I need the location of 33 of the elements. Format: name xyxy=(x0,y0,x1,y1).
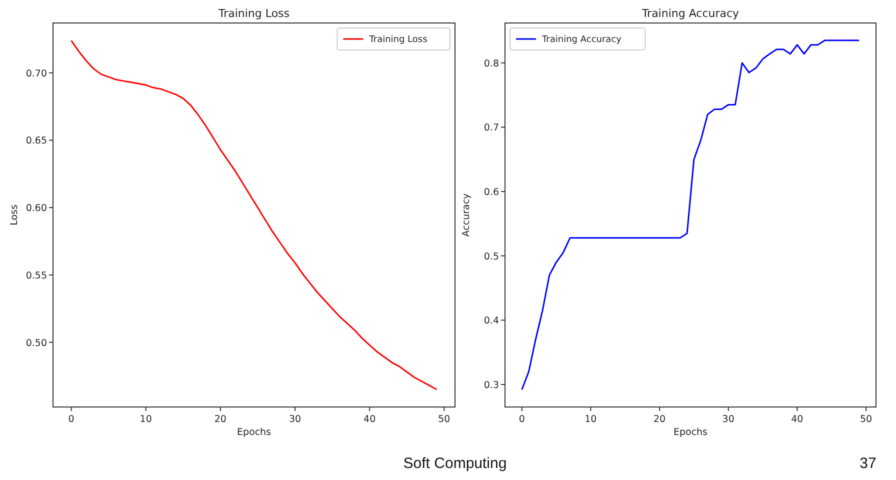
y-tick-label: 0.70 xyxy=(26,68,47,80)
x-tick-label: 50 xyxy=(860,414,872,425)
text: 37 xyxy=(860,455,876,472)
text: Soft Computing xyxy=(403,455,507,472)
y-axis-title: Loss xyxy=(9,204,20,226)
x-tick-label: 10 xyxy=(140,414,152,425)
x-axis-title: Epochs xyxy=(236,427,272,438)
y-tick-label: 0.4 xyxy=(484,316,499,327)
y-tick-label: 0.5 xyxy=(484,251,499,262)
y-tick-label: 0.65 xyxy=(26,136,47,147)
y-tick-label: 0.60 xyxy=(26,203,47,214)
y-tick-label: 0.7 xyxy=(484,122,499,134)
x-tick-label: 20 xyxy=(653,414,666,425)
y-tick-label: 0.50 xyxy=(26,338,47,349)
chart-title: Training Loss xyxy=(217,7,290,20)
x-tick-label: 0 xyxy=(68,414,74,425)
x-tick-label: 20 xyxy=(214,414,226,425)
y-axis-title: Accuracy xyxy=(461,192,472,237)
y-tick-label: 0.3 xyxy=(484,380,499,391)
x-axis-title: Epochs xyxy=(673,427,708,438)
x-tick-label: 40 xyxy=(364,414,376,425)
x-tick-label: 30 xyxy=(288,414,302,425)
x-tick-label: 40 xyxy=(791,414,804,425)
y-tick-label: 0.6 xyxy=(484,187,499,198)
x-tick-label: 50 xyxy=(438,414,450,425)
y-tick-label: 0.8 xyxy=(484,58,499,70)
legend-label: Training Accuracy xyxy=(541,35,622,45)
x-tick-label: 10 xyxy=(584,414,597,425)
x-tick-label: 30 xyxy=(722,414,734,425)
chart-title: Training Accuracy xyxy=(640,7,740,20)
x-tick-label: 0 xyxy=(518,414,525,425)
y-tick-label: 0.55 xyxy=(26,270,47,282)
legend-label: Training Loss xyxy=(368,35,428,45)
